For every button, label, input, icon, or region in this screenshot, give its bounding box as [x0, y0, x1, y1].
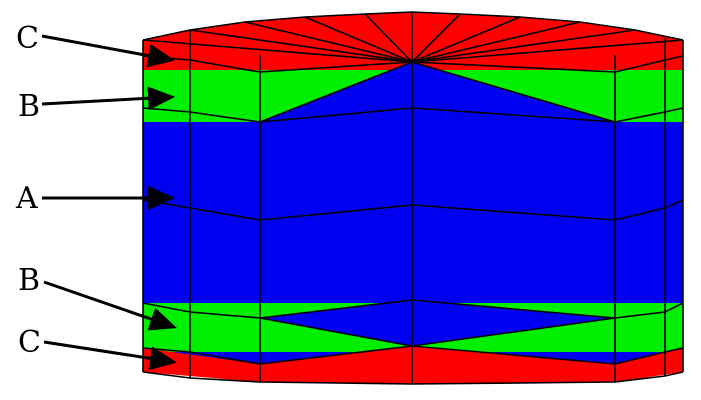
region-a-top-wedge	[260, 62, 615, 122]
top-cap-edges	[142, 11, 684, 63]
arrow-top-b	[41, 86, 175, 111]
leader-arrows	[41, 34, 177, 371]
label-top-c: C	[16, 21, 39, 56]
label-top-b: B	[18, 89, 40, 124]
region-c-bottom	[143, 346, 683, 384]
arrow-bottom-c	[43, 340, 177, 371]
region-a-bottom-wedge	[260, 300, 615, 346]
label-text: A	[15, 181, 38, 216]
label-middle-a: A	[15, 181, 38, 216]
region-a	[143, 50, 683, 366]
label-bottom-b: B	[18, 263, 40, 298]
label-text: C	[18, 325, 41, 360]
arrow-top-c	[41, 34, 175, 68]
label-text: B	[18, 263, 40, 298]
label-text: C	[16, 21, 39, 56]
vertical-edges	[142, 30, 684, 384]
arrow-bottom-b	[43, 280, 177, 331]
label-text: B	[18, 89, 40, 124]
label-bottom-c: C	[18, 325, 41, 360]
region-c-top	[143, 12, 683, 72]
